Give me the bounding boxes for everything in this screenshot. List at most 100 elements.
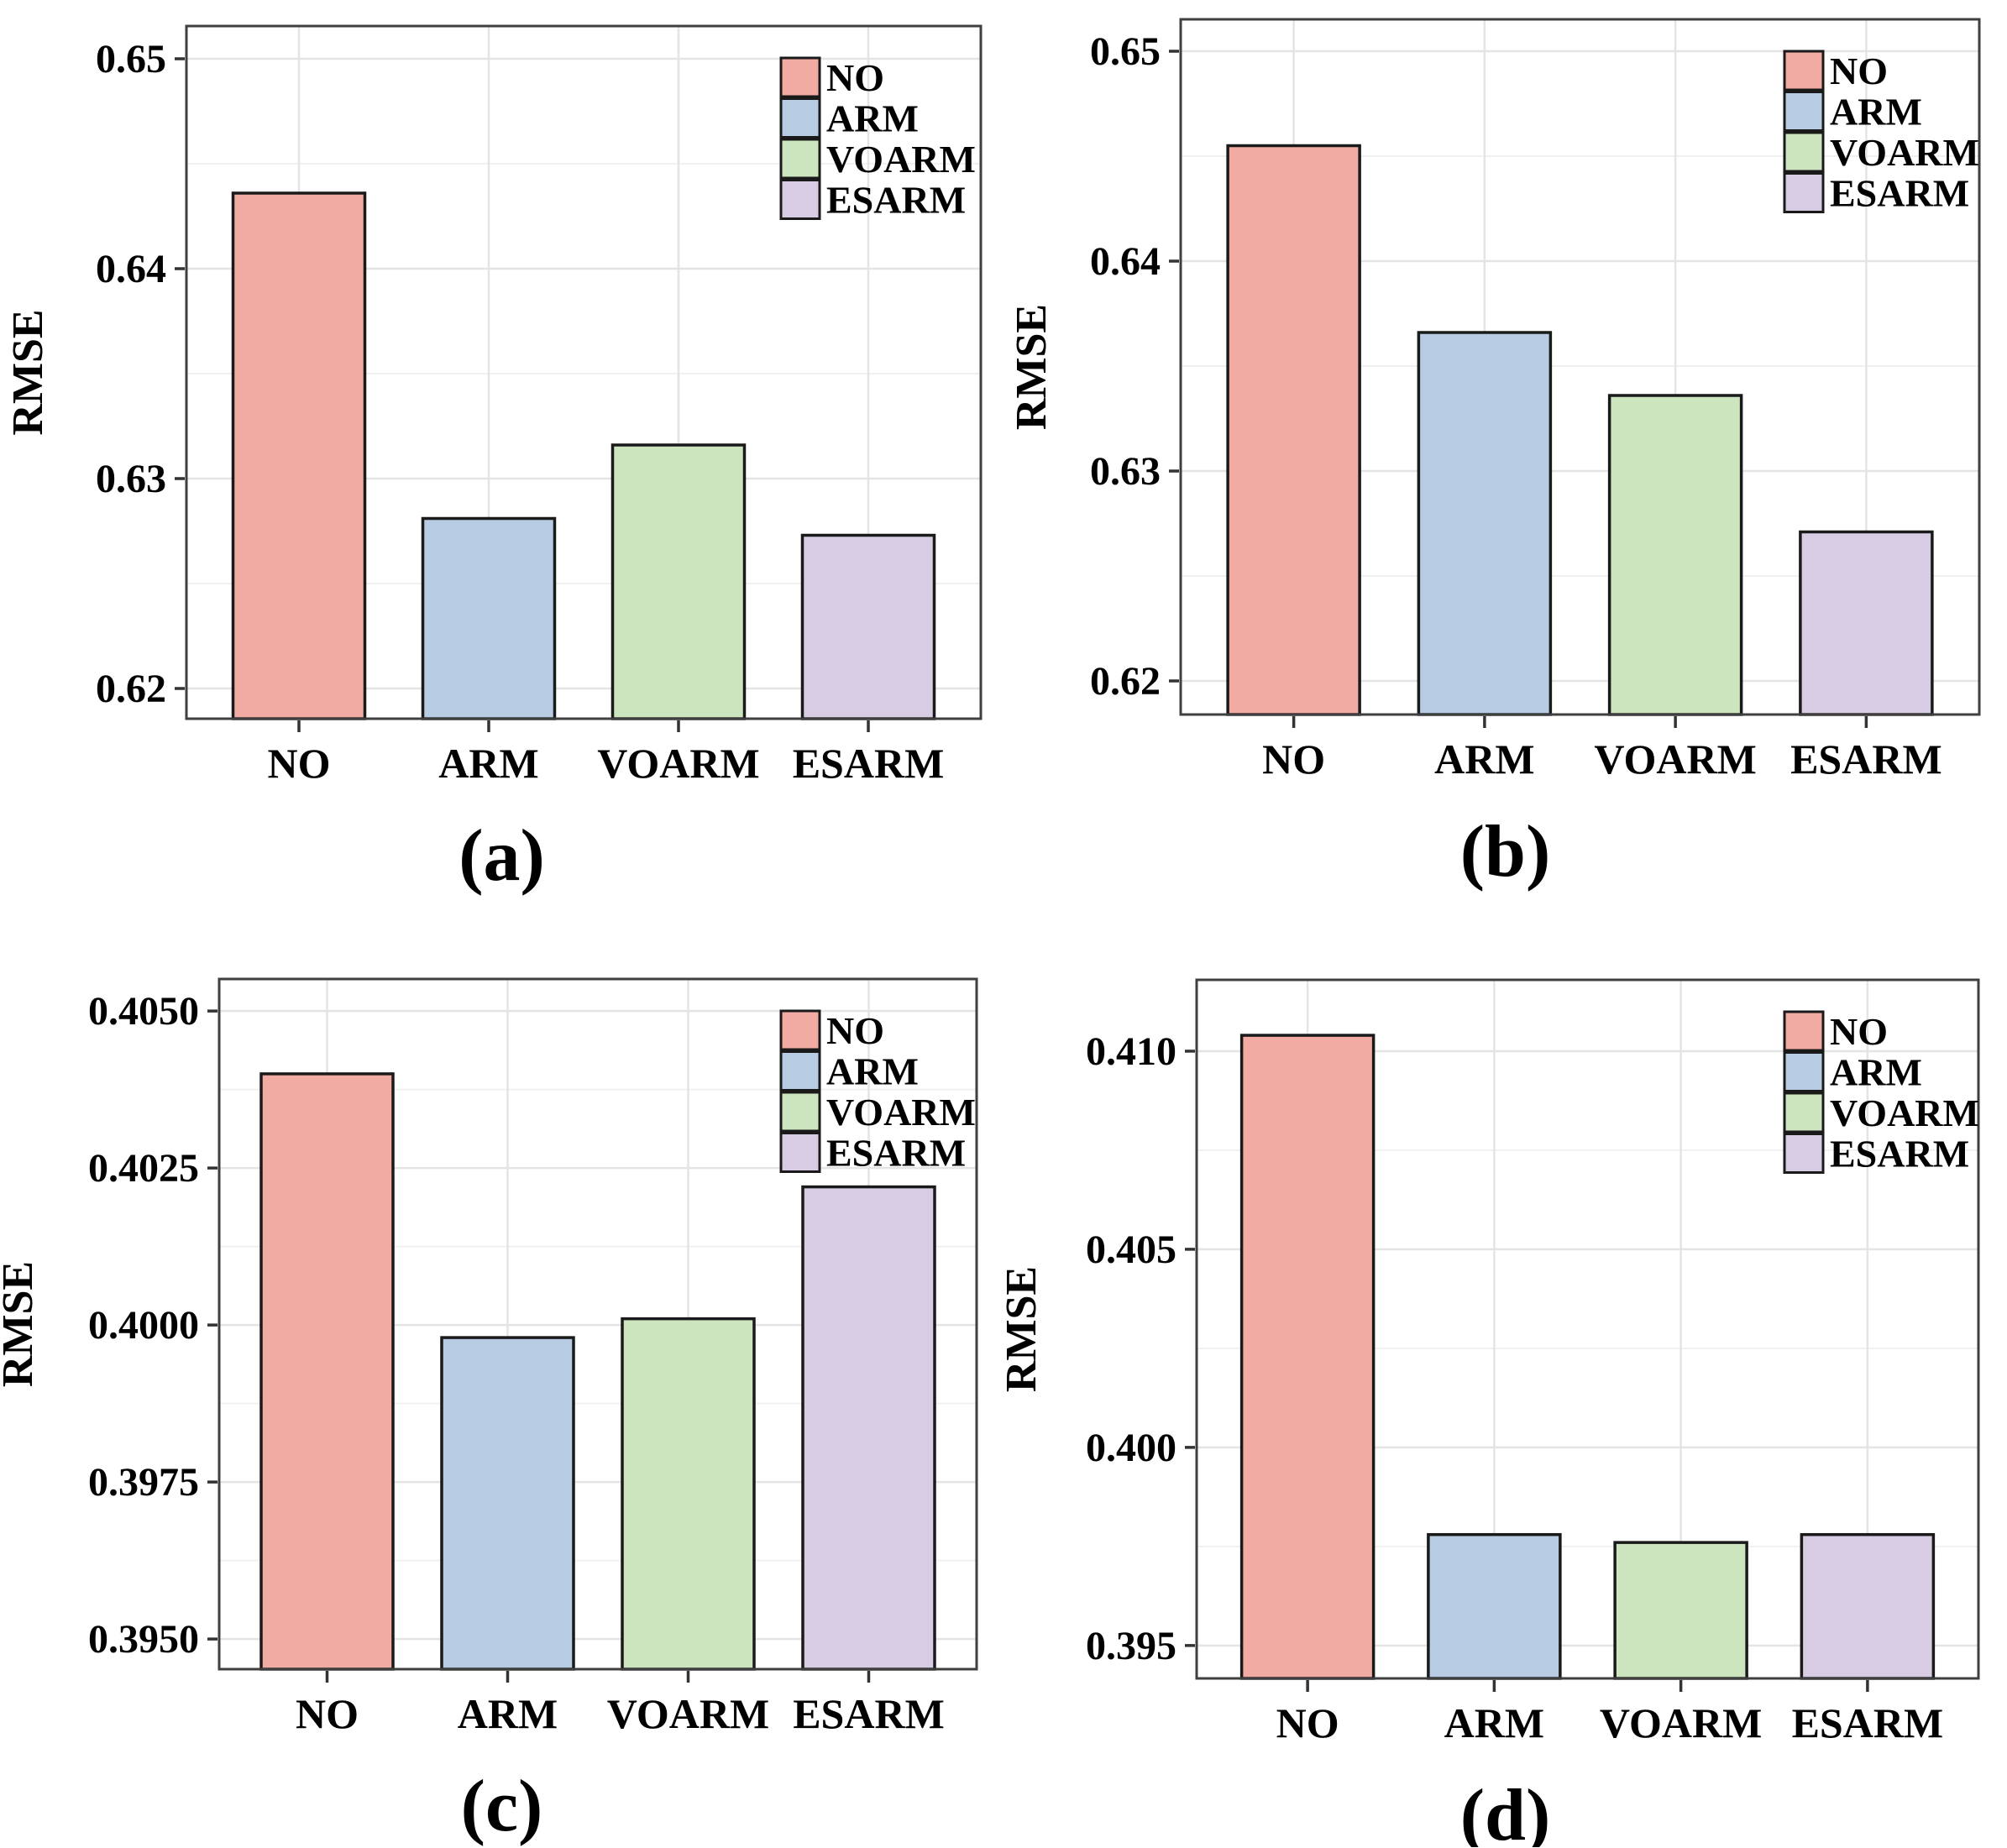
x-category-label: VOARM [607,1690,769,1737]
legend-label-voarm: VOARM [826,1091,976,1133]
legend-label-voarm: VOARM [1830,131,1979,174]
subplot-caption: (d) [1460,1775,1551,1847]
y-tick-label: 0.65 [1090,29,1161,74]
x-category-label: NO [1262,736,1325,783]
bar-no [1226,144,1361,716]
legend-label-arm: ARM [1830,91,1922,133]
bar-esarm [1799,530,1934,716]
x-category-label: ARM [1434,736,1534,783]
y-tick-label: 0.4025 [88,1146,199,1191]
panel-border [1179,18,1981,716]
x-category-label: VOARM [597,740,759,787]
subplot-caption: (c) [461,1766,543,1847]
bar-esarm [800,533,936,720]
bar-voarm [1607,394,1743,716]
subplot-d: 0.395 0.400 0.405 0.410 NO ARM VOARM ESARM RMSE N… [1004,924,2007,1847]
legend-swatch-no [779,56,821,98]
x-category-label: NO [1276,1699,1339,1746]
legend-label-voarm: VOARM [1830,1092,1979,1134]
y-axis-title: RMSE [0,1261,42,1387]
y-tick-label: 0.3975 [88,1460,199,1505]
legend-swatch-esarm [1783,1133,1825,1174]
x-category-label: ARM [1444,1699,1544,1746]
legend-swatch-no [1783,50,1825,92]
y-tick-label: 0.3950 [88,1617,199,1662]
x-category-label: ESARM [1790,736,1942,783]
bar-voarm [610,443,747,720]
legend-swatch-voarm [1783,131,1825,173]
legend-label-esarm: ESARM [826,179,966,222]
bar-esarm [801,1185,936,1671]
bar-voarm [621,1317,756,1671]
x-category-label: NO [268,740,331,787]
bar-arm [1417,331,1553,716]
legend-swatch-arm [1783,91,1825,132]
panel-border [185,24,983,720]
x-category-label: ESARM [793,1690,945,1737]
legend-swatch-voarm [779,138,821,180]
bar-arm [1427,1532,1562,1680]
y-tick-label: 0.62 [1090,659,1161,704]
bar-arm [440,1336,575,1671]
subplot-caption: (b) [1460,811,1551,893]
subplot-caption: (a) [459,815,545,897]
legend-label-no: NO [826,56,884,99]
legend-label-arm: ARM [1830,1051,1922,1094]
y-tick-label: 0.63 [1090,449,1161,494]
y-tick-label: 0.63 [96,457,166,501]
bar-voarm [1613,1541,1748,1680]
y-tick-label: 0.4050 [88,989,199,1034]
legend-swatch-voarm [1783,1092,1825,1133]
y-tick-label: 0.400 [1086,1426,1176,1470]
panel-border [1195,978,1980,1680]
legend-label-esarm: ESARM [1830,172,1969,215]
panel-border [217,977,978,1671]
legend-swatch-esarm [779,1132,821,1173]
x-category-label: NO [296,1690,359,1737]
x-category-label: ESARM [1792,1699,1944,1746]
x-category-label: VOARM [1594,736,1756,783]
y-tick-label: 0.64 [1090,239,1161,284]
legend-swatch-arm [779,97,821,139]
legend-swatch-arm [1783,1051,1825,1092]
y-axis-title: RMSE [1004,1266,1045,1392]
legend-swatch-no [779,1009,821,1051]
legend-swatch-arm [779,1050,821,1092]
y-tick-label: 0.4000 [88,1303,199,1348]
bar-arm [421,516,557,720]
legend-label-no: NO [1830,50,1888,92]
y-axis-title: RMSE [1008,304,1056,430]
x-category-label: ARM [458,1690,558,1737]
y-tick-label: 0.62 [96,667,166,711]
bar-esarm [1800,1532,1936,1680]
legend-label-no: NO [1830,1010,1888,1053]
legend-label-arm: ARM [826,1050,919,1093]
bar-no [231,191,367,720]
bar-no [1239,1034,1376,1680]
legend-label-arm: ARM [826,97,919,140]
legend-swatch-voarm [779,1091,821,1133]
legend-swatch-no [1783,1010,1825,1052]
legend-swatch-esarm [779,179,821,220]
y-tick-label: 0.64 [96,247,166,291]
legend-swatch-esarm [1783,172,1825,213]
legend-label-voarm: VOARM [826,138,976,181]
y-axis-title: RMSE [4,309,52,435]
y-tick-label: 0.410 [1086,1029,1176,1074]
legend-label-esarm: ESARM [826,1132,966,1175]
subplot-b: 0.62 0.63 0.64 0.65 NO ARM VOARM ESARM RMSE NO ARM… [1004,0,2007,924]
x-category-label: ESARM [793,740,945,787]
legend-label-no: NO [826,1009,884,1052]
bar-no [259,1072,395,1671]
legend-label-esarm: ESARM [1830,1133,1969,1175]
x-category-label: ARM [438,740,538,787]
subplot-a: 0.62 0.63 0.64 0.65 NO ARM VOARM ESARM RMSE NO ARM… [0,0,1004,924]
subplot-c: 0.3950 0.3975 0.4000 0.4025 0.4050 NO ARM VOARM… [0,924,1004,1847]
y-tick-label: 0.395 [1086,1624,1176,1668]
y-tick-label: 0.405 [1086,1228,1176,1272]
